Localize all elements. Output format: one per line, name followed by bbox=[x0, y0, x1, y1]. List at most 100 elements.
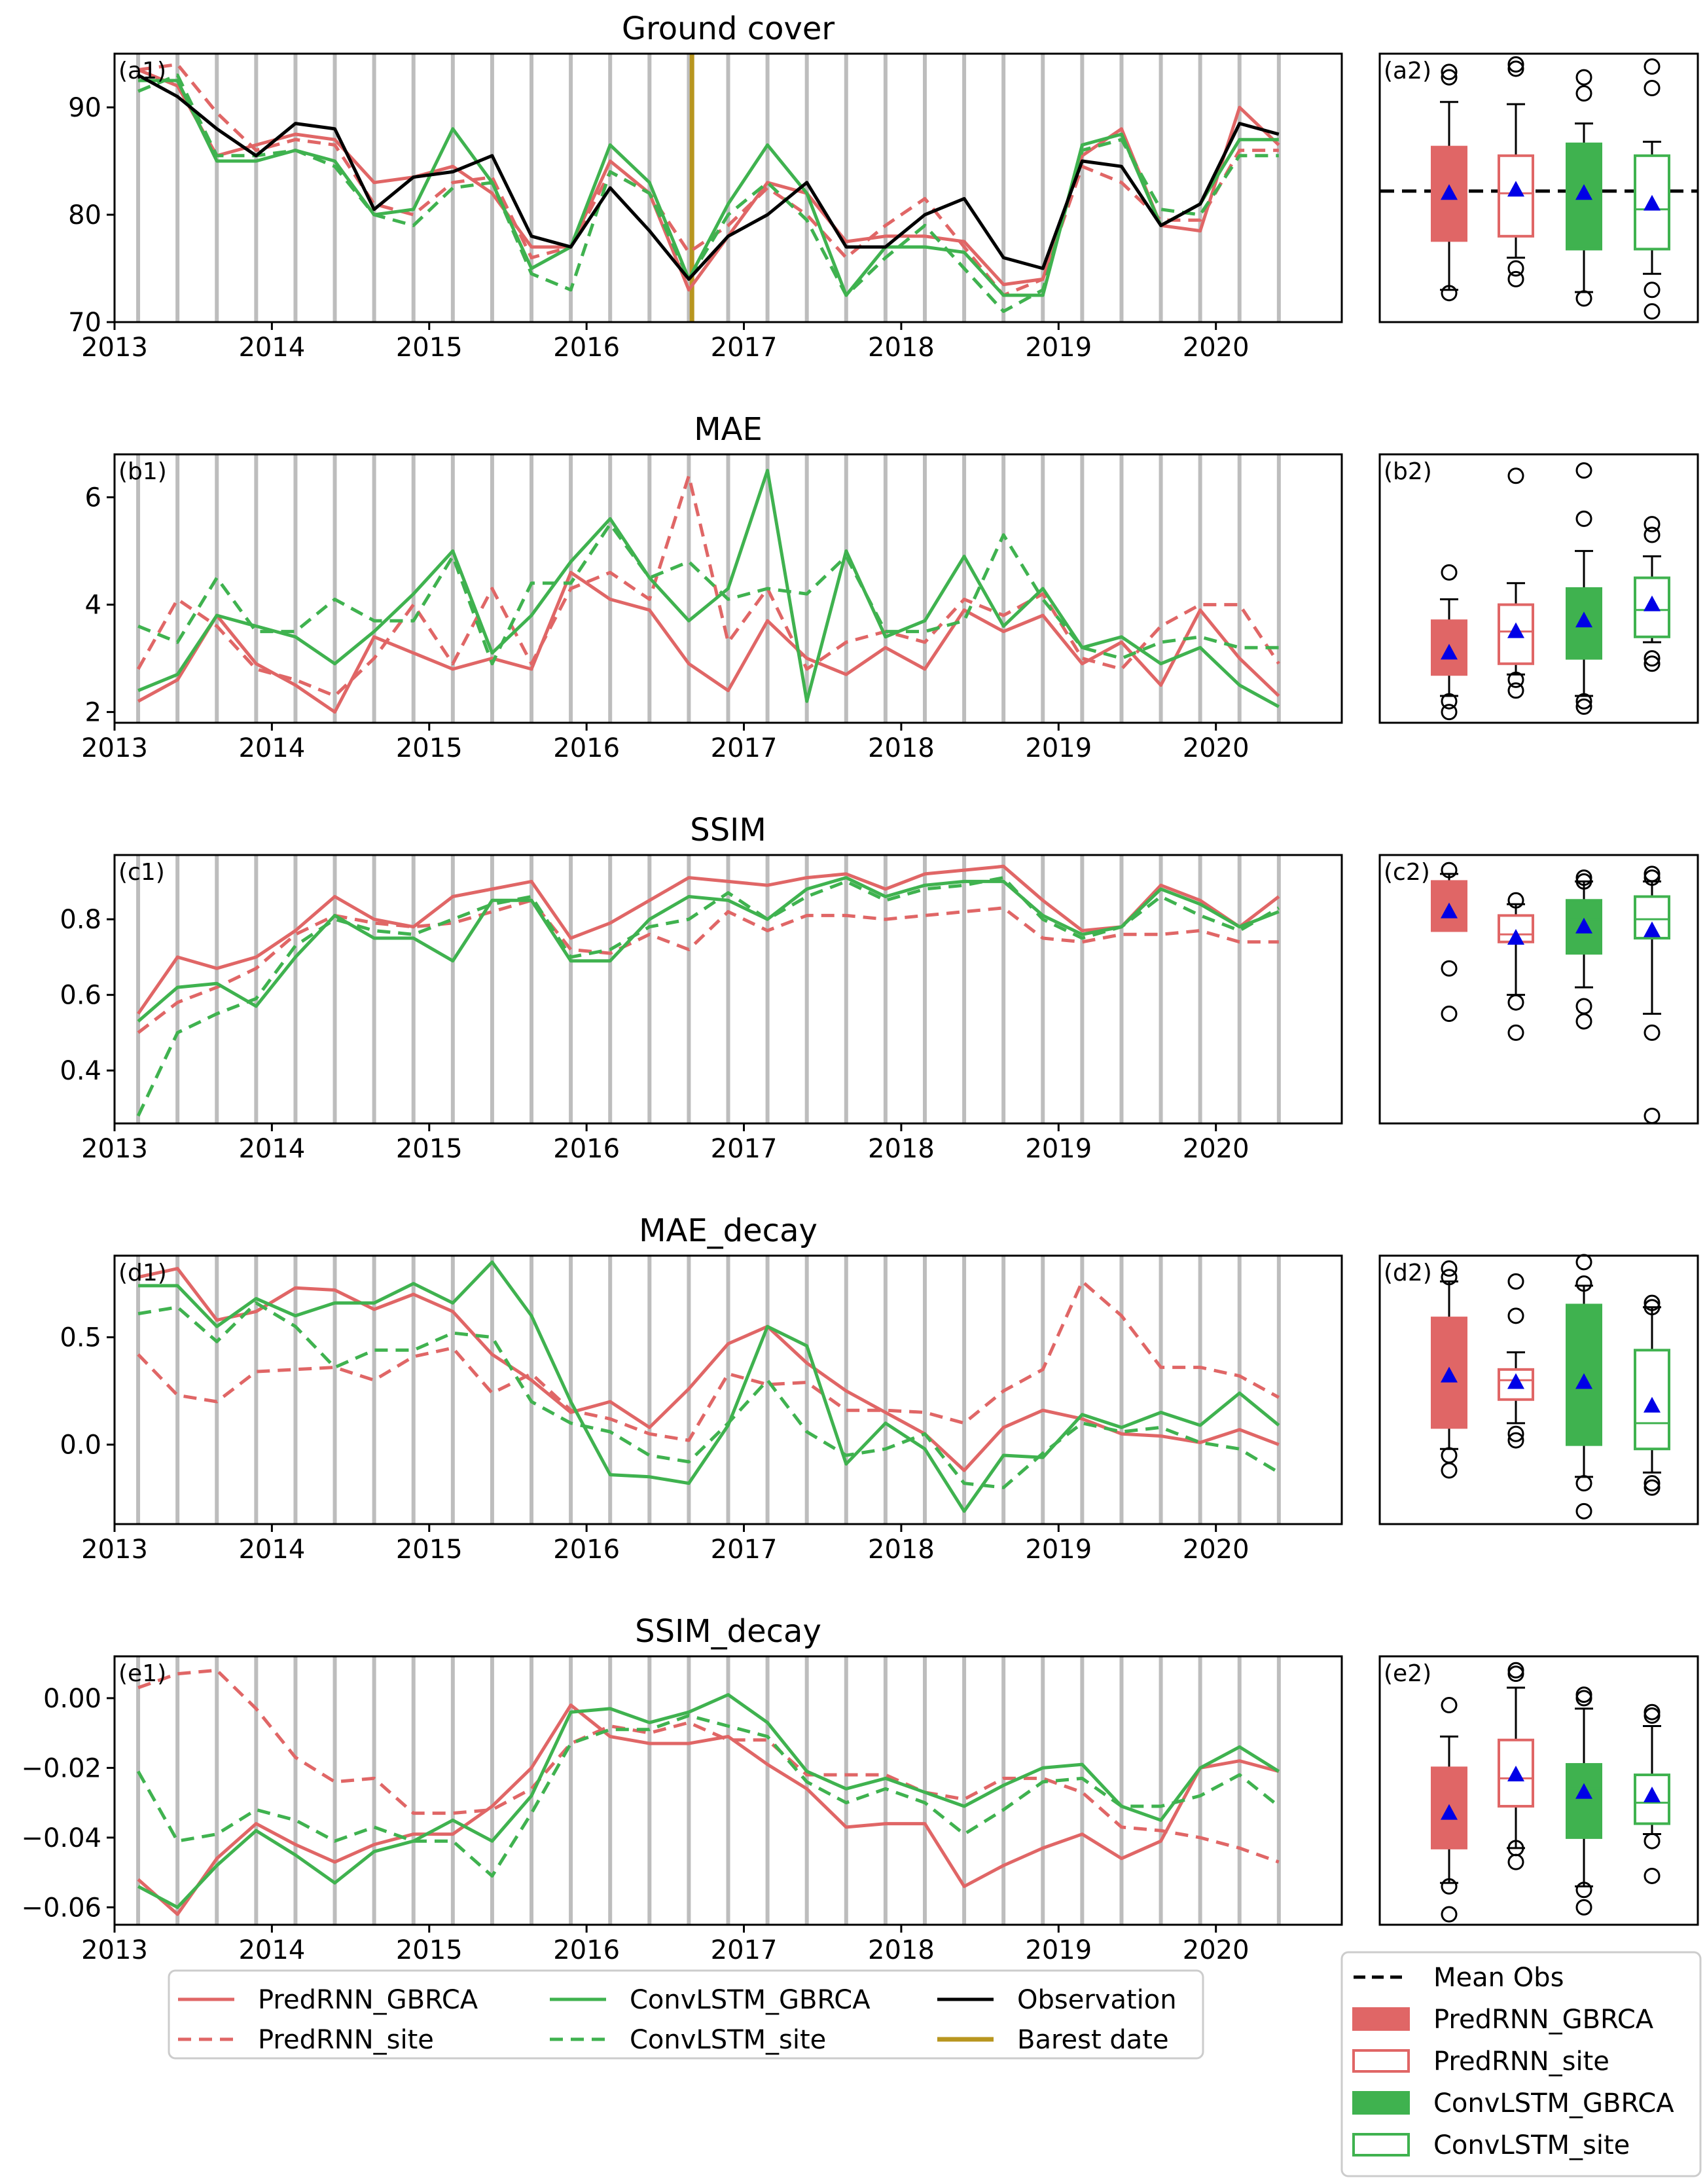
box-flier bbox=[1507, 1273, 1524, 1290]
x-tick-label: 2018 bbox=[868, 1935, 935, 1965]
box-flier bbox=[1644, 650, 1661, 667]
box-flier bbox=[1441, 704, 1458, 721]
box-mean-marker bbox=[1441, 184, 1458, 200]
x-tick-label: 2013 bbox=[81, 1935, 148, 1965]
box-flier bbox=[1575, 693, 1592, 710]
panel-label: (b2) bbox=[1384, 458, 1432, 485]
box-axes-frame bbox=[1378, 854, 1699, 1125]
x-tick-label: 2015 bbox=[396, 1535, 463, 1565]
box-mean-marker bbox=[1575, 1783, 1592, 1799]
box-flier bbox=[1575, 1475, 1592, 1492]
box-flier bbox=[1441, 862, 1458, 879]
series-line-predrnn-gbrca bbox=[137, 864, 1280, 1015]
legend-label: PredRNN_site bbox=[1433, 2047, 1609, 2077]
panel-label: (a1) bbox=[118, 58, 166, 84]
y-tick-label: −0.06 bbox=[21, 1893, 101, 1923]
box-flier bbox=[1441, 1006, 1458, 1023]
series-line-predrnn-gbrca bbox=[137, 68, 1280, 292]
line-axes-frame bbox=[113, 1254, 1343, 1525]
box-flier bbox=[1507, 671, 1524, 688]
x-tick-label: 2017 bbox=[711, 1535, 778, 1565]
legend-swatch bbox=[1352, 2049, 1410, 2073]
box-flier bbox=[1644, 516, 1661, 533]
y-tick-label: 0.8 bbox=[60, 905, 101, 935]
series-line-convlstm-site bbox=[136, 876, 1280, 1117]
x-tick-label: 2020 bbox=[1183, 333, 1249, 363]
legend-label: Barest date bbox=[1017, 2025, 1169, 2055]
legend-label: PredRNN_site bbox=[258, 2025, 434, 2055]
x-tick-label: 2016 bbox=[553, 333, 620, 363]
x-tick-label: 2014 bbox=[238, 1134, 305, 1164]
y-tick-label: 70 bbox=[68, 308, 101, 338]
box-flier bbox=[1575, 1686, 1592, 1703]
panel-title: SSIM bbox=[690, 812, 766, 848]
y-tick-label: 0.00 bbox=[43, 1684, 101, 1714]
box-flier bbox=[1575, 69, 1592, 86]
box-mean-marker bbox=[1575, 611, 1592, 628]
box-mean-marker bbox=[1507, 1766, 1524, 1782]
x-tick-label: 2017 bbox=[711, 1935, 778, 1965]
box-flier bbox=[1507, 1425, 1524, 1442]
legend-label: PredRNN_GBRCA bbox=[1433, 2005, 1654, 2035]
box-flier bbox=[1507, 1840, 1524, 1857]
box-flier bbox=[1441, 69, 1458, 86]
x-tick-label: 2019 bbox=[1025, 733, 1092, 763]
x-tick-label: 2014 bbox=[238, 733, 305, 763]
box-flier bbox=[1575, 1254, 1592, 1271]
box-flier bbox=[1644, 1299, 1661, 1316]
series-line-convlstm-site bbox=[137, 73, 1279, 314]
box-flier bbox=[1575, 698, 1592, 715]
series-line-predrnn-gbrca bbox=[137, 1267, 1280, 1472]
y-tick-label: 2 bbox=[85, 698, 101, 728]
box-flier bbox=[1441, 1697, 1458, 1714]
box-flier bbox=[1507, 260, 1524, 277]
line-axes-frame bbox=[113, 453, 1343, 724]
box-flier bbox=[1507, 1024, 1524, 1041]
panel-label: (d1) bbox=[118, 1260, 167, 1286]
panel-label: (b1) bbox=[118, 458, 167, 485]
box-flier bbox=[1644, 526, 1661, 543]
box-legend-frame bbox=[1340, 1951, 1702, 2177]
box-mean-marker bbox=[1644, 1396, 1661, 1413]
box-flier bbox=[1575, 1899, 1592, 1916]
box-flier bbox=[1507, 270, 1524, 287]
y-tick-label: 80 bbox=[68, 200, 101, 230]
box-flier bbox=[1575, 85, 1592, 102]
box-flier bbox=[1441, 1878, 1458, 1895]
box-mean-marker bbox=[1644, 595, 1661, 611]
series-line-convlstm-gbrca bbox=[137, 469, 1280, 708]
box-mean-marker bbox=[1441, 1366, 1458, 1383]
box-flier bbox=[1644, 1294, 1661, 1311]
box-flier bbox=[1507, 682, 1524, 699]
legend-label: ConvLSTM_GBRCA bbox=[1433, 2088, 1674, 2119]
x-tick-label: 2015 bbox=[396, 733, 463, 763]
x-tick-label: 2019 bbox=[1025, 1535, 1092, 1565]
box-mean-marker bbox=[1644, 194, 1661, 211]
box-flier bbox=[1575, 1275, 1592, 1292]
y-tick-label: 0.5 bbox=[60, 1323, 101, 1353]
box-flier bbox=[1644, 1703, 1661, 1720]
series-line-convlstm-site bbox=[137, 522, 1279, 666]
x-tick-label: 2019 bbox=[1025, 1935, 1092, 1965]
box-flier bbox=[1441, 1269, 1458, 1286]
box-flier bbox=[1507, 1662, 1524, 1679]
line-axes-frame bbox=[113, 854, 1343, 1125]
x-tick-label: 2017 bbox=[711, 733, 778, 763]
box-mean-marker bbox=[1507, 181, 1524, 197]
series-line-convlstm-gbrca bbox=[137, 1693, 1280, 1909]
x-tick-label: 2019 bbox=[1025, 1134, 1092, 1164]
panel-label: (e2) bbox=[1384, 1660, 1431, 1687]
x-tick-label: 2018 bbox=[868, 333, 935, 363]
box-flier bbox=[1441, 1906, 1458, 1923]
legend-swatch bbox=[1352, 2133, 1410, 2157]
x-tick-label: 2013 bbox=[81, 1535, 148, 1565]
line-legend-frame bbox=[168, 1969, 1204, 2060]
box-flier bbox=[1441, 64, 1458, 81]
box-flier bbox=[1575, 1502, 1592, 1520]
legend-label: Observation bbox=[1017, 1985, 1177, 2015]
x-tick-label: 2013 bbox=[81, 733, 148, 763]
box-mean-marker bbox=[1507, 622, 1524, 638]
series-line-predrnn-site bbox=[136, 474, 1280, 698]
x-tick-label: 2020 bbox=[1183, 1535, 1249, 1565]
